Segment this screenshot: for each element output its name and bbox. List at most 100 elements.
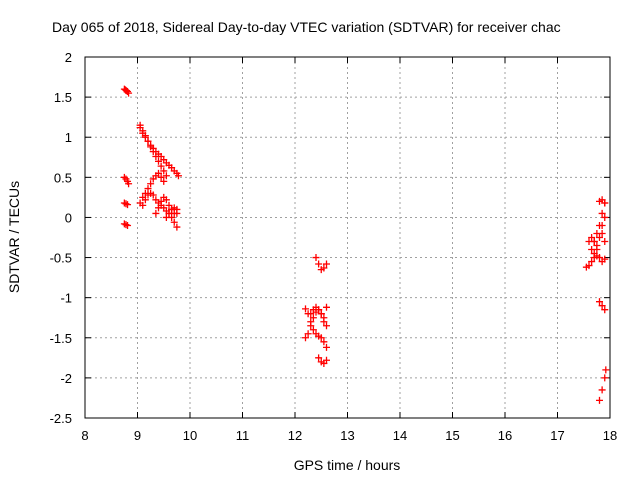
data-point [601, 374, 609, 382]
data-point [590, 238, 598, 246]
y-axis-title: SDTVAR / TECUs [6, 181, 22, 293]
data-point [323, 322, 330, 330]
chart-title: Day 065 of 2018, Sidereal Day-to-day VTE… [52, 19, 561, 35]
data-point [323, 260, 330, 268]
data-point [309, 326, 317, 334]
data-point [139, 201, 147, 209]
data-point [320, 264, 328, 272]
data-point [152, 152, 160, 160]
data-point [162, 196, 170, 204]
y-tick-label: 2 [65, 50, 72, 65]
data-point [155, 157, 162, 165]
data-point [593, 242, 601, 250]
y-axis-ticks: -2.5 -2 -1.5 -1 -0.5 0 0.5 1 1.5 2 [50, 50, 610, 426]
y-tick-label: 0.5 [54, 170, 72, 185]
data-point [598, 221, 606, 229]
y-tick-label: -1 [60, 291, 72, 306]
data-point [315, 306, 323, 314]
data-point [124, 201, 132, 209]
data-point [173, 223, 181, 231]
data-point [141, 196, 149, 204]
data-point [155, 204, 162, 212]
data-point [144, 185, 152, 193]
x-tick-label: 14 [393, 428, 407, 443]
x-tick-label: 16 [498, 428, 512, 443]
x-tick-label: 11 [236, 428, 250, 443]
data-point [144, 137, 152, 145]
data-point [124, 221, 132, 229]
data-point [120, 220, 128, 228]
data-point [601, 306, 609, 314]
data-point [162, 172, 170, 180]
data-point [124, 87, 132, 95]
data-point [162, 213, 170, 221]
x-tick-label: 9 [134, 428, 141, 443]
data-point [125, 180, 133, 188]
data-point [309, 314, 317, 322]
data-point [141, 132, 149, 140]
data-point [317, 334, 325, 342]
data-point [139, 127, 147, 135]
data-point [302, 305, 309, 313]
x-axis-title: GPS time / hours [294, 457, 401, 473]
data-point [173, 205, 181, 213]
data-point [136, 121, 144, 129]
data-point [125, 89, 133, 97]
data-point [323, 356, 330, 364]
y-tick-label: 0 [65, 210, 72, 225]
data-point [590, 250, 598, 258]
data-point [315, 354, 323, 362]
data-point [147, 143, 155, 151]
data-point [317, 310, 325, 318]
data-point [588, 246, 596, 254]
data-point [596, 234, 603, 241]
data-point [601, 199, 609, 207]
y-tick-label: 1 [65, 130, 72, 145]
data-point [157, 173, 165, 181]
x-tick-label: 8 [81, 428, 88, 443]
data-point [120, 173, 128, 181]
data-point [155, 169, 162, 177]
data-point [120, 199, 128, 207]
data-point [157, 162, 165, 170]
data-point [147, 180, 155, 188]
data-point [602, 366, 610, 374]
data-point [165, 209, 173, 217]
data-point [122, 200, 130, 208]
x-tick-label: 13 [340, 428, 354, 443]
data-point [598, 386, 606, 394]
data-point [174, 172, 182, 180]
data-point [149, 191, 157, 199]
data-point [149, 148, 157, 156]
data-point [596, 254, 603, 262]
x-axis-ticks: 8 9 10 11 12 13 14 15 16 17 18 [81, 57, 617, 443]
data-point [596, 298, 603, 306]
data-point [601, 255, 609, 263]
data-point [165, 201, 173, 209]
data-point [320, 314, 328, 322]
data-point [122, 221, 130, 229]
data-point [307, 310, 315, 318]
data-point [320, 338, 328, 346]
data-point [588, 234, 596, 241]
x-tick-label: 15 [445, 428, 459, 443]
data-point [601, 213, 609, 221]
data-point [315, 260, 323, 268]
data-point [170, 218, 178, 226]
x-tick-label: 10 [183, 428, 197, 443]
data-point [598, 229, 606, 237]
grid-lines [85, 57, 610, 418]
x-tick-label: 17 [550, 428, 564, 443]
data-point [307, 322, 315, 330]
data-point [312, 254, 320, 262]
data-point [598, 302, 606, 310]
data-point [598, 209, 606, 217]
y-tick-label: -1.5 [50, 331, 72, 346]
data-point [601, 238, 609, 246]
y-tick-label: -2 [60, 371, 72, 386]
data-point [304, 330, 312, 338]
data-point [160, 167, 168, 175]
data-point [160, 177, 168, 185]
plot-frame [84, 56, 611, 419]
